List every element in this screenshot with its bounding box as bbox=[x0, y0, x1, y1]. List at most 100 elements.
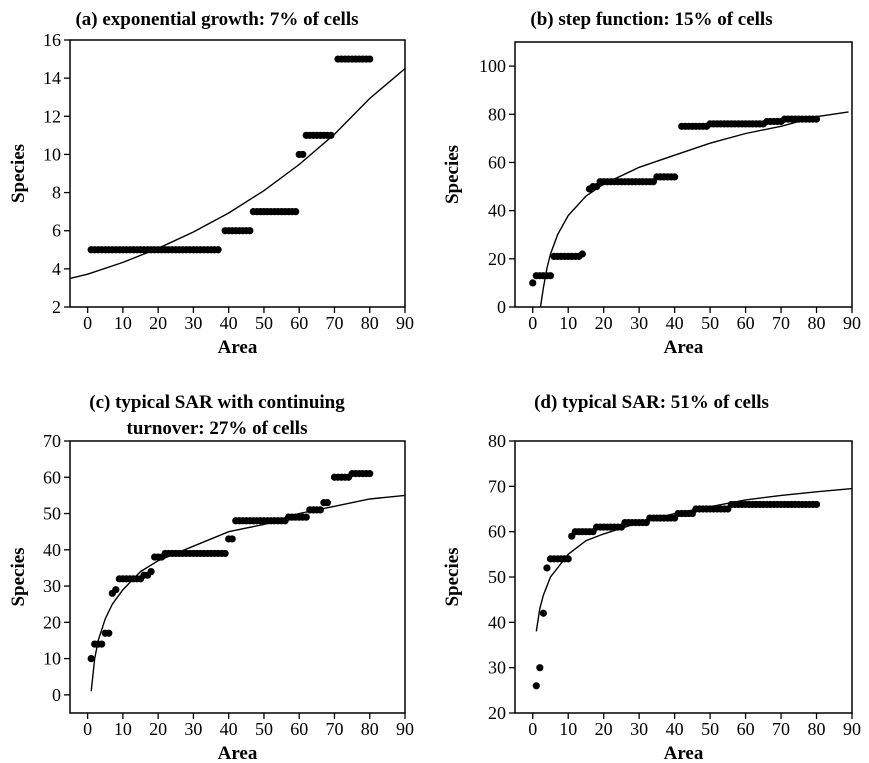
y-tick-label: 14 bbox=[43, 68, 61, 88]
y-tick-label: 20 bbox=[488, 249, 506, 269]
y-tick-label: 8 bbox=[52, 183, 61, 203]
data-point bbox=[529, 279, 537, 287]
x-axis-label: Area bbox=[664, 743, 704, 763]
y-tick-label: 20 bbox=[488, 703, 506, 723]
y-tick-label: 60 bbox=[488, 152, 506, 172]
x-tick-label: 90 bbox=[396, 719, 414, 739]
plot-frame bbox=[69, 39, 406, 308]
y-tick-label: 60 bbox=[43, 467, 61, 487]
y-tick-label: 70 bbox=[43, 431, 61, 451]
x-tick-label: 30 bbox=[630, 719, 648, 739]
data-point bbox=[539, 609, 547, 617]
data-point bbox=[546, 272, 555, 280]
panel-b: (b) step function: 15% of cells 0 10 20 30 4… bbox=[434, 0, 869, 370]
data-point bbox=[671, 173, 679, 181]
data-point bbox=[214, 246, 222, 254]
x-tick-label: 90 bbox=[396, 313, 414, 333]
x-tick-label: 70 bbox=[325, 313, 343, 333]
chart-title: (a) exponential growth: 7% of cells bbox=[75, 9, 359, 30]
x-tick-label: 70 bbox=[325, 719, 343, 739]
x-tick-label: 20 bbox=[595, 719, 613, 739]
x-tick-label: 80 bbox=[808, 719, 826, 739]
y-tick-label: 10 bbox=[43, 144, 61, 164]
data-point bbox=[543, 564, 551, 572]
x-tick-label: 10 bbox=[114, 313, 132, 333]
y-tick-label: 4 bbox=[52, 259, 61, 279]
x-tick-label: 80 bbox=[361, 313, 379, 333]
y-tick-label: 10 bbox=[43, 649, 61, 669]
data-point bbox=[105, 629, 113, 637]
y-axis-label: Species bbox=[442, 145, 463, 204]
x-tick-label: 40 bbox=[220, 313, 238, 333]
data-point bbox=[316, 506, 324, 514]
x-tick-label: 20 bbox=[595, 313, 613, 333]
x-tick-label: 60 bbox=[737, 313, 755, 333]
x-tick-label: 10 bbox=[114, 719, 132, 739]
x-tick-label: 60 bbox=[290, 313, 308, 333]
data-point bbox=[228, 535, 236, 543]
data-point bbox=[292, 208, 300, 216]
chart-d: 0 10 20 30 40 50 60 70 80 90 20 30 40 50 60 70 80 Area Spe… bbox=[442, 431, 861, 763]
x-tick-label: 0 bbox=[528, 719, 537, 739]
fitted-curve bbox=[90, 494, 406, 692]
data-point bbox=[147, 567, 155, 576]
y-tick-label: 80 bbox=[488, 104, 506, 124]
x-tick-label: 30 bbox=[630, 313, 648, 333]
x-tick-label: 40 bbox=[666, 313, 684, 333]
y-tick-label: 0 bbox=[497, 297, 506, 317]
x-tick-label: 60 bbox=[290, 719, 308, 739]
y-axis-label: Species bbox=[8, 547, 29, 606]
x-tick-label: 70 bbox=[772, 313, 790, 333]
x-tick-label: 0 bbox=[83, 719, 92, 739]
y-axis-label: Species bbox=[442, 547, 463, 606]
plot-frame bbox=[69, 440, 406, 714]
y-tick-label: 50 bbox=[488, 567, 506, 587]
y-tick-label: 80 bbox=[488, 431, 506, 451]
data-point bbox=[366, 470, 374, 478]
x-tick-label: 20 bbox=[149, 313, 167, 333]
data-point bbox=[564, 555, 572, 563]
y-tick-label: 6 bbox=[52, 221, 61, 241]
panel-c: (c) typical SAR with continuing turnover… bbox=[0, 383, 434, 763]
chart-title: (b) step function: 15% of cells bbox=[530, 9, 773, 30]
y-tick-label: 12 bbox=[43, 106, 61, 126]
panel-a: (a) exponential growth: 7% of cells 0 10 2… bbox=[0, 0, 434, 370]
x-tick-label: 30 bbox=[184, 719, 202, 739]
data-point bbox=[323, 499, 332, 507]
x-tick-label: 10 bbox=[559, 313, 577, 333]
chart-title-line-1: (c) typical SAR with continuing bbox=[89, 392, 345, 413]
x-tick-label: 40 bbox=[220, 719, 238, 739]
plot-frame bbox=[514, 440, 853, 714]
data-point bbox=[98, 640, 106, 648]
x-tick-label: 10 bbox=[559, 719, 577, 739]
plot-frame bbox=[514, 41, 853, 308]
data-point bbox=[302, 513, 310, 521]
panel-d: (d) typical SAR: 51% of cells 0 10 20 30 40 5… bbox=[434, 383, 869, 763]
data-point bbox=[221, 549, 229, 558]
y-tick-label: 40 bbox=[43, 540, 61, 560]
data-point bbox=[299, 150, 307, 159]
y-tick-label: 50 bbox=[43, 504, 61, 524]
data-point bbox=[366, 55, 374, 63]
data-point bbox=[578, 250, 586, 258]
x-tick-label: 0 bbox=[528, 313, 537, 333]
y-tick-label: 30 bbox=[43, 576, 61, 596]
y-tick-label: 30 bbox=[488, 658, 506, 678]
y-tick-label: 70 bbox=[488, 476, 506, 496]
y-tick-label: 40 bbox=[488, 612, 506, 632]
x-tick-label: 20 bbox=[149, 719, 167, 739]
y-tick-label: 0 bbox=[52, 685, 61, 705]
y-axis-label: Species bbox=[8, 144, 29, 203]
x-tick-label: 90 bbox=[843, 313, 861, 333]
x-tick-label: 50 bbox=[255, 313, 273, 333]
x-tick-label: 0 bbox=[83, 313, 92, 333]
chart-c: 0 10 20 30 40 50 60 70 80 90 0 10 20 30 40 50 60 70 Area Sp… bbox=[8, 431, 414, 763]
chart-title-line-2: turnover: 27% of cells bbox=[126, 418, 308, 439]
data-point bbox=[536, 664, 544, 672]
chart-title: (d) typical SAR: 51% of cells bbox=[534, 392, 769, 413]
y-tick-label: 16 bbox=[43, 30, 61, 50]
x-axis-label: Area bbox=[218, 337, 258, 358]
data-point bbox=[532, 682, 540, 690]
x-tick-label: 50 bbox=[701, 719, 719, 739]
x-tick-label: 50 bbox=[255, 719, 273, 739]
